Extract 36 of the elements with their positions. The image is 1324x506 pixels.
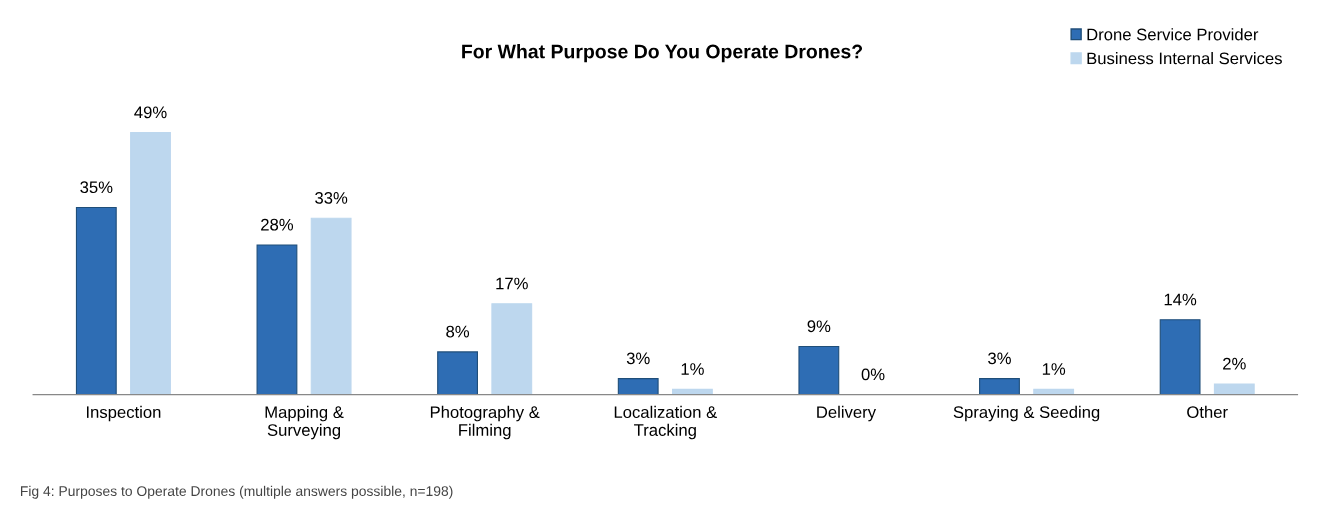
bar	[1213, 383, 1255, 395]
data-label: 8%	[446, 325, 470, 338]
x-tick-label: Delivery	[817, 405, 877, 422]
x-tick-label: Inspection	[86, 405, 161, 422]
data-label: 0%	[861, 368, 885, 381]
data-label: 49%	[134, 106, 167, 119]
legend-label: Drone Service Provider	[1087, 28, 1259, 41]
data-label: 2%	[1223, 357, 1246, 370]
bar	[256, 244, 298, 395]
data-label: 14%	[1164, 293, 1197, 306]
bar	[1159, 319, 1201, 395]
data-label: 1%	[1042, 363, 1066, 375]
x-tick-label: Localization & Tracking	[614, 405, 717, 440]
caption: Fig 4: Purposes to Operate Drones (multiple answers possible, n=198)	[21, 485, 453, 499]
data-label: 35%	[80, 181, 113, 194]
data-label: 17%	[496, 277, 528, 290]
data-label: 28%	[261, 218, 294, 231]
data-label: 3%	[626, 352, 650, 365]
x-tick-label: Other	[1187, 405, 1228, 419]
bar	[75, 206, 117, 395]
data-label: 33%	[315, 192, 348, 204]
x-tick-label: Photography & Filming	[430, 405, 540, 440]
bar	[310, 217, 352, 395]
bar	[437, 351, 479, 395]
data-label: 9%	[807, 320, 831, 333]
data-label: 3%	[988, 352, 1011, 365]
bar	[798, 345, 840, 395]
bar	[979, 378, 1020, 395]
bar	[130, 132, 171, 395]
x-tick-label: Spraying & Seeding	[953, 405, 1100, 422]
chart-title: For What Purpose Do You Operate Drones?	[462, 44, 863, 63]
x-tick-label: Mapping & Surveying	[265, 405, 344, 440]
data-label: 1%	[681, 363, 704, 375]
legend-label: Business Internal Services	[1087, 52, 1282, 65]
bar	[491, 303, 533, 395]
bar	[617, 378, 659, 395]
